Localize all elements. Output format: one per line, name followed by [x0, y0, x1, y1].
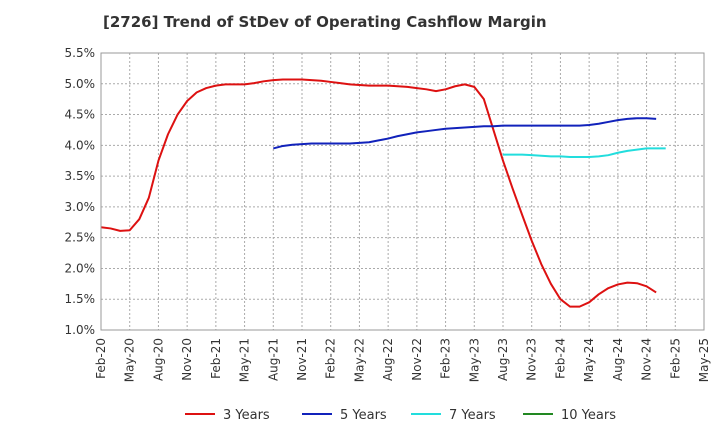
- legend-label: 5 Years: [340, 408, 387, 423]
- y-tick-label: 1.0%: [65, 323, 96, 337]
- y-tick-label: 2.0%: [65, 261, 96, 275]
- y-axis-ticks: 1.0% 1.5% 2.0% 2.5% 3.0% 3.5% 4.0% 4.5% 5.0% 5.5%: [65, 46, 96, 337]
- grid: [100, 52, 705, 331]
- series-line-7-years: [503, 147, 666, 159]
- x-tick-label: Aug-23: [496, 338, 510, 381]
- y-tick-label: 3.5%: [65, 169, 96, 183]
- y-tick-label: 4.5%: [65, 108, 96, 122]
- x-tick-label: Nov-23: [525, 338, 539, 381]
- series-line-5-years: [273, 117, 657, 150]
- y-tick-label: 1.5%: [65, 292, 96, 306]
- y-tick-label: 3.0%: [65, 200, 96, 214]
- legend-label: 7 Years: [449, 408, 496, 423]
- legend-label: 10 Years: [561, 408, 616, 423]
- x-tick-label: Aug-22: [381, 338, 395, 381]
- x-tick-label: May-25: [697, 338, 711, 382]
- x-tick-label: Nov-20: [180, 338, 194, 381]
- x-tick-label: May-22: [352, 338, 366, 382]
- y-tick-label: 2.5%: [65, 231, 96, 245]
- x-tick-label: May-20: [123, 338, 137, 382]
- x-tick-label: Nov-21: [295, 338, 309, 381]
- x-tick-label: Feb-20: [94, 338, 108, 379]
- x-tick-label: Feb-25: [668, 338, 682, 379]
- x-tick-label: Feb-23: [439, 338, 453, 379]
- x-tick-label: Feb-24: [553, 338, 567, 379]
- y-tick-label: 5.5%: [65, 46, 96, 60]
- x-tick-label: May-24: [582, 338, 596, 382]
- series-line-3-years: [100, 78, 657, 308]
- series-lines: [100, 78, 666, 308]
- y-tick-label: 4.0%: [65, 138, 96, 152]
- legend-label: 3 Years: [223, 408, 270, 423]
- x-tick-label: May-23: [467, 338, 481, 382]
- x-axis-ticks: Feb-20 May-20 Aug-20 Nov-20 Feb-21 May-21 Aug-…: [94, 338, 711, 382]
- y-tick-label: 5.0%: [65, 77, 96, 91]
- plot-frame: [100, 52, 705, 331]
- legend: 3 Years 5 Years 7 Years 10 Years: [185, 408, 616, 423]
- x-tick-label: Nov-22: [410, 338, 424, 381]
- x-tick-label: Aug-20: [151, 338, 165, 381]
- x-tick-label: Nov-24: [640, 338, 654, 381]
- x-tick-label: Feb-22: [324, 338, 338, 379]
- x-tick-label: Aug-21: [266, 338, 280, 381]
- chart-title: [2726] Trend of StDev of Operating Cashf…: [103, 13, 547, 31]
- x-tick-label: Aug-24: [611, 338, 625, 381]
- x-tick-label: May-21: [238, 338, 252, 382]
- x-tick-label: Feb-21: [209, 338, 223, 379]
